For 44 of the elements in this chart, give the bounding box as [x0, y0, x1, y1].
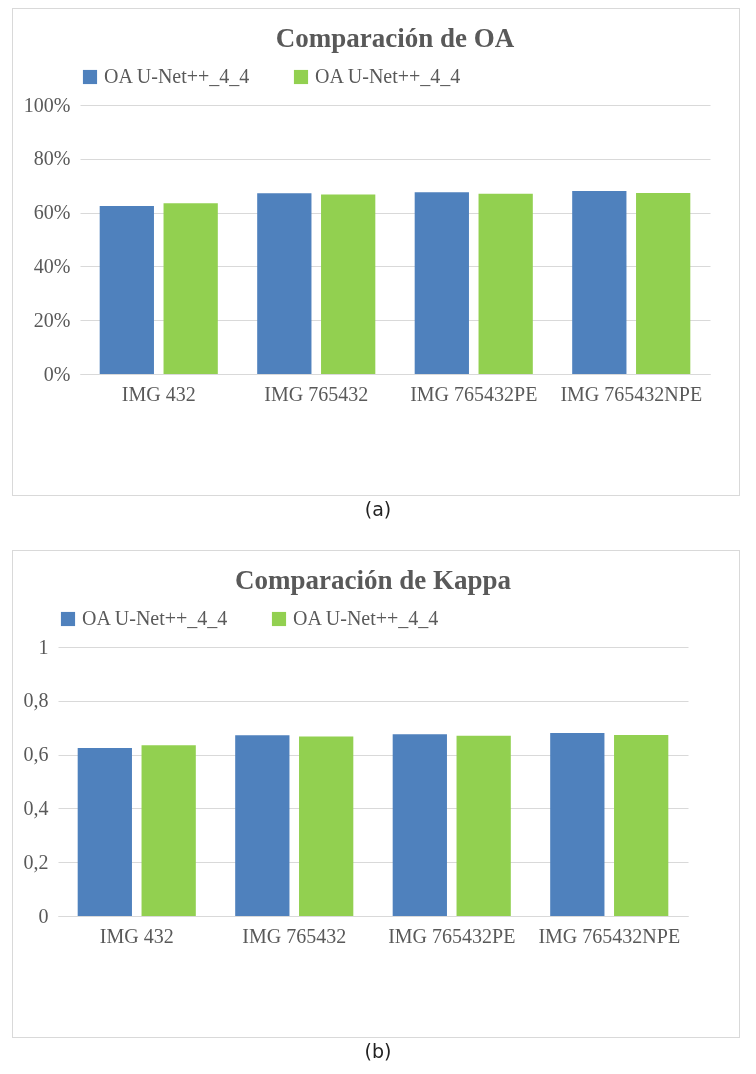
y-tick-label: 40% — [33, 254, 71, 277]
legend-label: OA U-Net++_4_4 — [104, 65, 250, 87]
x-tick-label: IMG 765432 — [242, 924, 347, 947]
x-tick-label: IMG 432 — [121, 382, 196, 405]
y-tick-label: 0,2 — [23, 850, 49, 873]
text: (b) — [363, 1040, 393, 1062]
bar — [163, 203, 218, 374]
bar — [141, 745, 196, 916]
bar — [478, 193, 533, 374]
y-tick-label: 0,8 — [23, 689, 49, 712]
x-tick-label: IMG 765432 — [264, 382, 369, 405]
bar — [636, 192, 691, 374]
bar — [414, 192, 469, 374]
text: (a) — [363, 498, 393, 520]
y-tick-label: 1 — [38, 635, 49, 658]
legend-label: OA U-Net++_4_4 — [315, 65, 461, 87]
x-tick-label: IMG 765432PE — [410, 382, 538, 405]
bar — [99, 205, 154, 374]
x-tick-label: IMG 432 — [99, 924, 174, 947]
x-tick-label: IMG 765432NPE — [538, 924, 681, 947]
y-tick-label: 60% — [33, 201, 71, 224]
bar — [235, 735, 290, 916]
legend-label: OA U-Net++_4_4 — [82, 607, 228, 629]
bar — [77, 747, 132, 916]
legend-label: OA U-Net++_4_4 — [293, 607, 439, 629]
chart-title: Comparación de Kappa — [234, 565, 512, 595]
y-tick-label: 20% — [33, 308, 71, 331]
y-tick-label: 100% — [23, 93, 71, 116]
y-tick-label: 0 — [38, 904, 49, 927]
bar — [614, 734, 669, 916]
bar — [321, 194, 376, 374]
bar — [299, 736, 354, 916]
y-tick-label: 0% — [43, 362, 71, 385]
bar — [456, 735, 511, 916]
y-tick-label: 80% — [33, 147, 71, 170]
bar — [257, 193, 312, 374]
bar — [392, 734, 447, 916]
x-tick-label: IMG 765432NPE — [560, 382, 703, 405]
bar — [572, 191, 627, 374]
bar — [550, 733, 605, 916]
x-tick-label: IMG 765432PE — [388, 924, 516, 947]
chart-title: Comparación de OA — [275, 23, 515, 53]
y-tick-label: 0,4 — [23, 796, 49, 819]
y-tick-label: 0,6 — [23, 743, 49, 766]
